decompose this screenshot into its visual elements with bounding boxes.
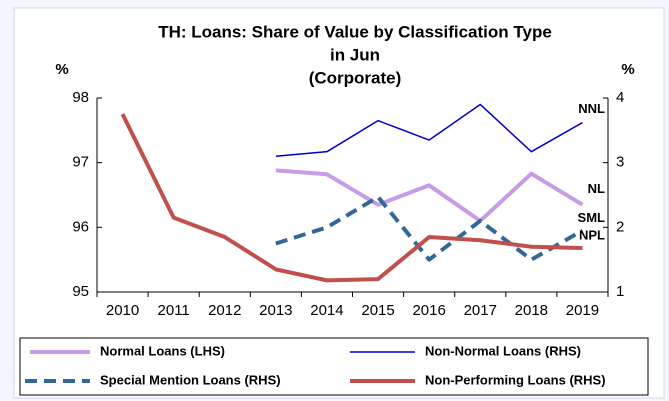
x-tick-label: 2017 bbox=[464, 302, 497, 319]
y2-tick-label: 4 bbox=[616, 89, 624, 106]
x-tick-label: 2018 bbox=[515, 302, 548, 319]
series-line bbox=[120, 113, 583, 283]
y-tick-label: 98 bbox=[72, 89, 89, 106]
series-end-label: NPL bbox=[579, 227, 605, 242]
x-tick-label: 2015 bbox=[361, 302, 394, 319]
x-tick-label: 2016 bbox=[412, 302, 445, 319]
series-end-label: NL bbox=[588, 181, 605, 196]
x-tick-label: 2012 bbox=[208, 302, 241, 319]
chart-frame bbox=[13, 7, 665, 399]
legend-label: Normal Loans (LHS) bbox=[100, 343, 225, 358]
y-tick-label: 97 bbox=[72, 154, 89, 171]
y2-tick-label: 3 bbox=[616, 154, 624, 171]
y2-tick-label: 2 bbox=[616, 218, 624, 235]
series-line bbox=[275, 194, 584, 262]
y-tick-label: 95 bbox=[72, 283, 89, 300]
y2-tick-label: 1 bbox=[616, 283, 624, 300]
legend-box bbox=[19, 337, 649, 396]
legend-label: Non-Normal Loans (RHS) bbox=[425, 343, 581, 358]
x-tick-label: 2010 bbox=[106, 302, 139, 319]
legend-label: Special Mention Loans (RHS) bbox=[100, 372, 281, 387]
x-tick-label: 2011 bbox=[158, 302, 190, 319]
chart-title: TH: Loans: Share of Value by Classificat… bbox=[158, 22, 552, 41]
y-tick-label: 96 bbox=[72, 218, 89, 235]
series-line bbox=[275, 168, 584, 223]
chart-title: in Jun bbox=[330, 45, 380, 64]
x-tick-label: 2013 bbox=[259, 302, 292, 319]
x-tick-label: 2019 bbox=[566, 302, 599, 319]
series-end-label: NNL bbox=[578, 101, 605, 116]
series-end-label: SML bbox=[578, 210, 606, 225]
series-line bbox=[275, 103, 583, 157]
x-tick-label: 2014 bbox=[310, 302, 343, 319]
y-axis-label: % bbox=[55, 61, 68, 78]
chart-title: (Corporate) bbox=[309, 68, 402, 87]
y2-axis-label: % bbox=[621, 61, 634, 78]
legend-label: Non-Performing Loans (RHS) bbox=[425, 372, 606, 387]
